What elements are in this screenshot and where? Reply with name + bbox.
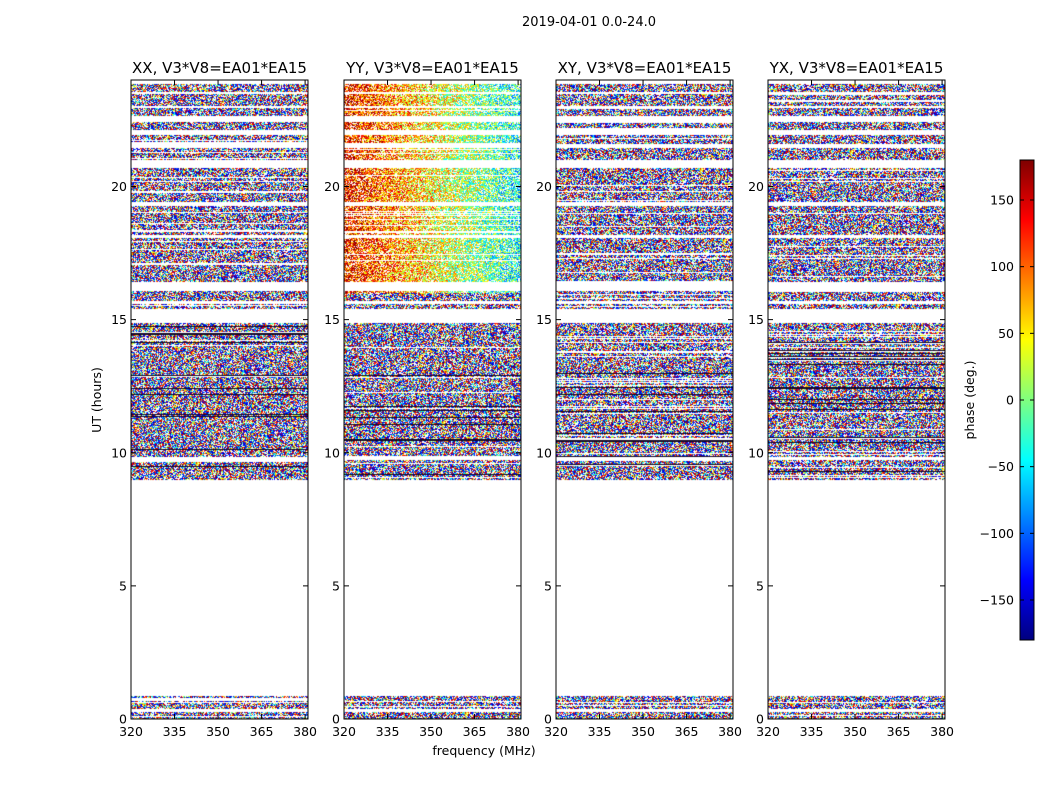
panel-title: XY, V3*V8=EA01*EA15 (558, 59, 732, 77)
y-tick-label: 20 (111, 179, 127, 194)
colorbar-label: phase (deg.) (962, 361, 977, 440)
x-tick-label: 350 (843, 724, 867, 739)
x-tick-label: 335 (163, 724, 187, 739)
y-tick-label: 15 (324, 312, 340, 327)
y-tick-label: 0 (119, 712, 127, 727)
colorbar-tick-label: −100 (980, 526, 1014, 541)
phase-image (131, 80, 308, 719)
y-tick-label: 0 (756, 712, 764, 727)
x-tick-label: 380 (930, 724, 954, 739)
panel-title: XX, V3*V8=EA01*EA15 (132, 59, 307, 77)
x-tick-label: 365 (250, 724, 274, 739)
axes-frame (767, 79, 946, 720)
x-tick-label: 365 (887, 724, 911, 739)
colorbar: 150 100 50 0 −50 −100 −150 (980, 159, 1035, 641)
y-tick-label: 5 (332, 578, 340, 593)
y-tick-label: 15 (536, 312, 552, 327)
x-tick-label: 320 (544, 724, 568, 739)
y-tick-label: 15 (111, 312, 127, 327)
y-axis-label: UT (hours) (89, 367, 104, 433)
x-tick-label: 350 (419, 724, 443, 739)
x-tick-label: 365 (463, 724, 487, 739)
y-tick-label: 5 (544, 578, 552, 593)
y-tick-label: 0 (544, 712, 552, 727)
x-tick-label: 350 (631, 724, 655, 739)
x-tick-label: 335 (800, 724, 824, 739)
y-tick-label: 10 (536, 445, 552, 460)
y-tick-label: 0 (332, 712, 340, 727)
y-tick-label: 15 (748, 312, 764, 327)
phase-image (556, 80, 733, 719)
panel-title: YX, V3*V8=EA01*EA15 (769, 59, 944, 77)
y-tick-label: 5 (119, 578, 127, 593)
x-tick-label: 380 (506, 724, 530, 739)
panel-3: YX, V3*V8=EA01*EA15 320 335 350 365 380 0 5 10 15… (748, 59, 954, 739)
panel-2: XY, V3*V8=EA01*EA15 320 335 350 365 380 0 5 10 15… (536, 59, 742, 739)
y-tick-label: 20 (748, 179, 764, 194)
phase-image (344, 80, 521, 719)
y-tick-label: 20 (536, 179, 552, 194)
x-tick-label: 380 (293, 724, 317, 739)
y-tick-label: 20 (324, 179, 340, 194)
colorbar-tick-label: −150 (980, 593, 1014, 608)
x-tick-label: 380 (718, 724, 742, 739)
colorbar-tick-label: 150 (990, 193, 1014, 208)
colorbar-tick-label: 50 (998, 326, 1014, 341)
x-axis-label: frequency (MHz) (432, 743, 535, 758)
x-tick-label: 320 (332, 724, 356, 739)
colorbar-tick-label: 100 (990, 259, 1014, 274)
colorbar-tick-label: 0 (1006, 393, 1014, 408)
panel-0: XX, V3*V8=EA01*EA15 320 335 350 365 380 0 5 10 15… (111, 59, 317, 739)
x-tick-label: 335 (588, 724, 612, 739)
panels-group: XX, V3*V8=EA01*EA15 320 335 350 365 380 0 5 10 15… (111, 59, 954, 739)
x-tick-label: 320 (119, 724, 143, 739)
panel-title: YY, V3*V8=EA01*EA15 (345, 59, 519, 77)
x-tick-label: 365 (675, 724, 699, 739)
axes-frame (555, 79, 734, 720)
y-tick-label: 5 (756, 578, 764, 593)
colorbar-tick-label: −50 (988, 459, 1014, 474)
x-tick-label: 350 (206, 724, 230, 739)
y-tick-label: 10 (324, 445, 340, 460)
y-tick-label: 10 (111, 445, 127, 460)
panel-1: YY, V3*V8=EA01*EA15 320 335 350 365 380 0 5 10 15… (324, 59, 530, 739)
axes-frame (130, 79, 309, 720)
x-tick-label: 335 (376, 724, 400, 739)
axes-frame (343, 79, 522, 720)
phase-image (768, 80, 945, 719)
y-tick-label: 10 (748, 445, 764, 460)
x-tick-label: 320 (756, 724, 780, 739)
figure-title: 2019-04-01 0.0-24.0 (522, 15, 656, 30)
